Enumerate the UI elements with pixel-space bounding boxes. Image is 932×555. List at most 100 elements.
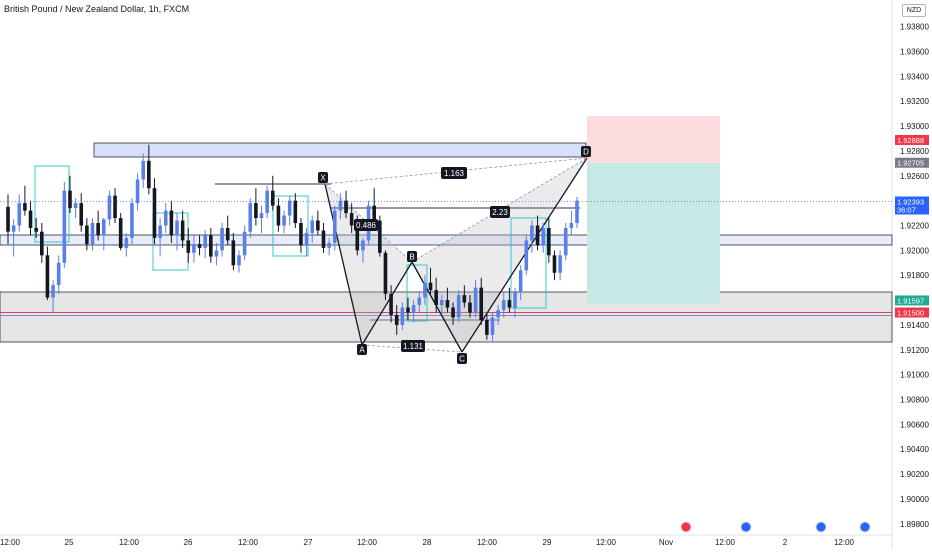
candle-body bbox=[541, 227, 545, 246]
candle-body bbox=[451, 307, 455, 318]
economic-event-icon[interactable] bbox=[815, 521, 827, 533]
candle-body bbox=[406, 307, 410, 313]
candle-body bbox=[282, 215, 286, 226]
price-tag bbox=[895, 134, 929, 145]
candle-body bbox=[428, 282, 433, 291]
candle-body bbox=[254, 203, 258, 219]
price-tick-label: 1.90600 bbox=[900, 420, 929, 429]
candle-body bbox=[6, 206, 10, 232]
time-tick-label: Nov bbox=[659, 538, 673, 547]
candle-body bbox=[220, 227, 224, 251]
price-tag-countdown: 36:07 bbox=[897, 206, 916, 215]
candle-body bbox=[118, 218, 123, 248]
resistance-zone bbox=[0, 234, 893, 246]
pattern-point-label: D bbox=[583, 148, 589, 157]
ratio-badge bbox=[490, 206, 510, 218]
candle-body bbox=[473, 287, 478, 313]
price-tick-label: 1.93400 bbox=[900, 72, 929, 81]
pattern-leg bbox=[361, 261, 413, 346]
price-tick-label: 1.91000 bbox=[900, 371, 929, 380]
candle-body bbox=[439, 300, 444, 306]
economic-event-icon[interactable] bbox=[859, 521, 871, 533]
candle-body bbox=[276, 205, 281, 226]
pattern-point-label: C bbox=[459, 355, 465, 364]
candle-body bbox=[17, 203, 22, 226]
pattern-triangle-bcd bbox=[412, 158, 587, 352]
candle-body bbox=[287, 200, 292, 216]
candle-body bbox=[338, 200, 343, 211]
candle-body bbox=[468, 302, 472, 313]
candle-body bbox=[344, 200, 348, 214]
candle-body bbox=[394, 314, 399, 325]
price-tick-label: 1.93000 bbox=[900, 122, 929, 131]
price-tick-label: 1.91400 bbox=[900, 321, 929, 330]
price-tag-label: 1.91500 bbox=[897, 309, 924, 318]
candle-body bbox=[209, 235, 213, 257]
candle-body bbox=[299, 223, 303, 246]
currency-selector[interactable]: NZD bbox=[902, 4, 926, 17]
price-tag bbox=[895, 307, 929, 318]
candle-body bbox=[242, 231, 247, 256]
ratio-label: 1.163 bbox=[444, 169, 465, 178]
price-tick-label: 1.91800 bbox=[900, 271, 929, 280]
candle-body bbox=[485, 319, 489, 335]
pattern-leg bbox=[411, 261, 463, 353]
candle-body bbox=[507, 300, 512, 308]
ratio-label: 0.486 bbox=[356, 221, 377, 230]
pattern-point-x bbox=[318, 172, 328, 183]
economic-event-icon[interactable] bbox=[740, 521, 752, 533]
supply-zone bbox=[93, 142, 587, 158]
candle-body bbox=[40, 231, 44, 256]
time-tick-label: 25 bbox=[65, 538, 74, 547]
pattern-point-label: A bbox=[359, 346, 365, 355]
candle-body bbox=[225, 227, 230, 241]
price-tick-label: 1.90000 bbox=[900, 495, 929, 504]
candle-body bbox=[152, 188, 157, 238]
price-tick-label: 1.90200 bbox=[900, 470, 929, 479]
ratio-badge bbox=[401, 340, 425, 352]
candle-body bbox=[192, 244, 196, 253]
price-tick-label: 1.93200 bbox=[900, 97, 929, 106]
candle-body bbox=[265, 190, 269, 214]
candle-body bbox=[518, 270, 523, 293]
candle-body bbox=[411, 305, 416, 313]
candle-body bbox=[400, 307, 405, 325]
ratio-label: 1.131 bbox=[403, 342, 424, 351]
candle-body bbox=[34, 227, 38, 232]
pattern-point-d bbox=[581, 146, 591, 157]
candle-body bbox=[535, 225, 540, 246]
time-tick-label: 28 bbox=[423, 538, 432, 547]
stop-loss-zone bbox=[587, 115, 720, 163]
candle-body bbox=[248, 203, 253, 232]
time-tick-label: 29 bbox=[543, 538, 552, 547]
ratio-line bbox=[324, 183, 413, 263]
price-tag-label: 1.92705 bbox=[897, 159, 924, 168]
economic-event-icon[interactable] bbox=[680, 521, 692, 533]
candle-body bbox=[51, 285, 55, 298]
candle-body bbox=[180, 220, 185, 241]
candle-body bbox=[96, 223, 100, 236]
price-tag-label: 1.92888 bbox=[897, 136, 924, 145]
pattern-triangle-xab bbox=[325, 184, 412, 345]
candle-body bbox=[321, 230, 326, 248]
candle-body bbox=[513, 292, 517, 308]
candle-body bbox=[259, 213, 264, 219]
candle-body bbox=[417, 297, 422, 306]
candle-body bbox=[175, 220, 179, 236]
candle-body bbox=[372, 205, 376, 221]
candle-body bbox=[68, 190, 72, 209]
price-tag bbox=[895, 157, 929, 168]
candle-body bbox=[383, 252, 388, 294]
ratio-badge bbox=[354, 219, 378, 231]
consolidation-box bbox=[272, 195, 309, 257]
time-tick-label: 12:00 bbox=[596, 538, 617, 547]
price-tick-label: 1.92000 bbox=[900, 246, 929, 255]
time-tick-label: 26 bbox=[184, 538, 193, 547]
time-tick-label: 27 bbox=[304, 538, 313, 547]
price-tag bbox=[895, 196, 929, 215]
price-tick-label: 1.89800 bbox=[900, 520, 929, 529]
price-tick-label: 1.92600 bbox=[900, 172, 929, 181]
candle-body bbox=[575, 200, 579, 224]
